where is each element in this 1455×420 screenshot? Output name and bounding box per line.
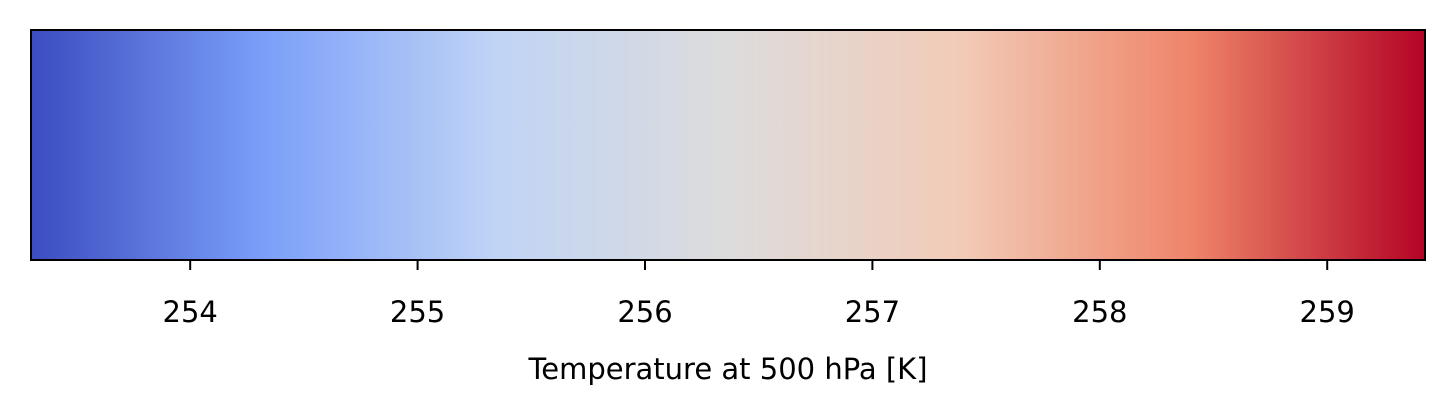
x-tick-label: 255 [390,295,445,329]
x-tick-label: 259 [1300,295,1355,329]
colorbar-frame [30,29,1426,261]
x-tick-label: 258 [1072,295,1127,329]
x-tick-label: 256 [617,295,672,329]
x-axis-label: Temperature at 500 hPa [K] [527,352,927,386]
x-tick-label: 254 [163,295,218,329]
x-tick-label: 257 [845,295,900,329]
x-axis-ticks: 254 255 256 257 258 259 [163,260,1355,329]
colorbar-gradient [31,30,1425,260]
